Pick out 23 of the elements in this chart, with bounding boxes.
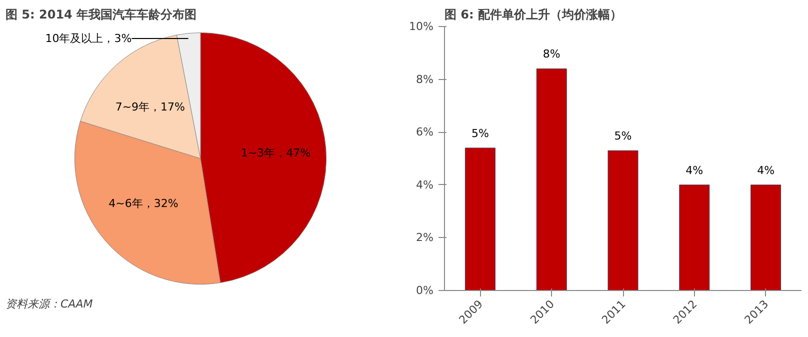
text: 5%: [471, 126, 489, 140]
slice-label: 10年及以上，3%: [45, 32, 132, 46]
y-tick-label: 10%: [409, 20, 434, 33]
text: 资料来源：CAAM: [6, 298, 94, 310]
y-tick-label: 8%: [416, 72, 434, 86]
text: 5%: [614, 130, 632, 143]
text: 4%: [757, 164, 775, 177]
y-tick-label: 0%: [416, 284, 434, 297]
y-tick-label: 6%: [416, 126, 434, 139]
y-tick-label: 4%: [416, 178, 434, 192]
text: 4%: [686, 164, 704, 177]
bar: [536, 68, 567, 290]
bar: [679, 184, 710, 290]
slice-label: 7~9年，17%: [115, 100, 186, 114]
y-tick-label: 2%: [416, 231, 434, 244]
bar: [750, 184, 782, 290]
chart-title: 图 6: 配件单价上升（均价涨幅）: [444, 8, 622, 22]
slice-label: 1~3年，47%: [240, 146, 311, 160]
bar: [608, 150, 638, 290]
slice-label: 4~6年，32%: [108, 197, 178, 210]
chart-title: 图 5: 2014 年我国汽车车龄分布图: [6, 8, 197, 22]
bar: [464, 148, 496, 290]
text: 8%: [542, 48, 560, 61]
